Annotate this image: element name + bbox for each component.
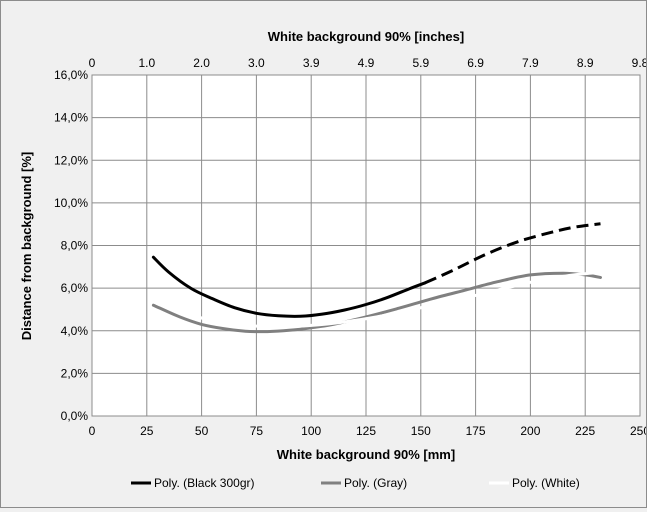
x-tick-label: 175	[466, 424, 486, 438]
x-tick-label: 150	[411, 424, 431, 438]
legend-label-black: Poly. (Black 300gr)	[154, 476, 254, 490]
top-tick-label: 4.9	[358, 56, 375, 70]
series-line-black	[151, 255, 427, 318]
y-tick-label: 16,0%	[54, 68, 88, 82]
series-layer	[151, 222, 602, 334]
tick-labels: 0 25 50 75 100 125 150 175 200 225 250 0 1.0 2.0 3.0 3.…	[54, 56, 647, 438]
x-tick-label: 125	[356, 424, 376, 438]
x-tick-label: 200	[520, 424, 540, 438]
top-tick-label: 2.0	[193, 56, 210, 70]
y-tick-label: 8,0%	[61, 239, 89, 253]
y-tick-label: 2,0%	[61, 366, 89, 380]
x-tick-label: 250	[630, 424, 646, 438]
x-tick-label: 100	[301, 424, 321, 438]
x-tick-label: 50	[195, 424, 209, 438]
legend: Poly. (Black 300gr) Poly. (Gray) Poly. (…	[131, 476, 580, 490]
y-tick-label: 10,0%	[54, 196, 88, 210]
legend-label-white: Poly. (White)	[512, 476, 580, 490]
x-axis-title: White background 90% [mm]	[277, 447, 455, 462]
top-tick-label: 1.0	[138, 56, 155, 70]
y-tick-label: 12,0%	[54, 153, 88, 167]
legend-label-gray: Poly. (Gray)	[344, 476, 407, 490]
top-tick-label: 5.9	[412, 56, 429, 70]
top-tick-label: 3.9	[303, 56, 320, 70]
x-tick-label: 75	[250, 424, 264, 438]
top-tick-label: 3.0	[248, 56, 265, 70]
top-tick-label: 0	[89, 56, 96, 70]
grid-lines	[91, 74, 641, 417]
y-tick-label: 0,0%	[61, 409, 89, 423]
y-tick-label: 6,0%	[61, 281, 89, 295]
x-tick-label: 225	[575, 424, 595, 438]
series-line-white	[151, 270, 602, 329]
x-tick-label: 25	[140, 424, 154, 438]
top-tick-label: 7.9	[522, 56, 539, 70]
y-tick-label: 14,0%	[54, 111, 88, 125]
top-tick-label: 6.9	[467, 56, 484, 70]
y-axis-title: Distance from background [%]	[19, 152, 34, 341]
top-tick-label: 9.8	[632, 56, 646, 70]
top-axis-title: White background 90% [inches]	[268, 29, 464, 44]
top-tick-label: 8.9	[577, 56, 594, 70]
x-tick-label: 0	[89, 424, 96, 438]
y-tick-label: 4,0%	[61, 324, 89, 338]
